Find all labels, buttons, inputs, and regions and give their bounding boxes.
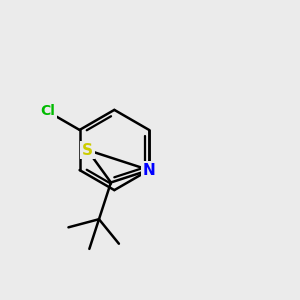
Text: N: N bbox=[143, 163, 155, 178]
Text: S: S bbox=[82, 142, 93, 158]
Text: Cl: Cl bbox=[40, 104, 55, 118]
